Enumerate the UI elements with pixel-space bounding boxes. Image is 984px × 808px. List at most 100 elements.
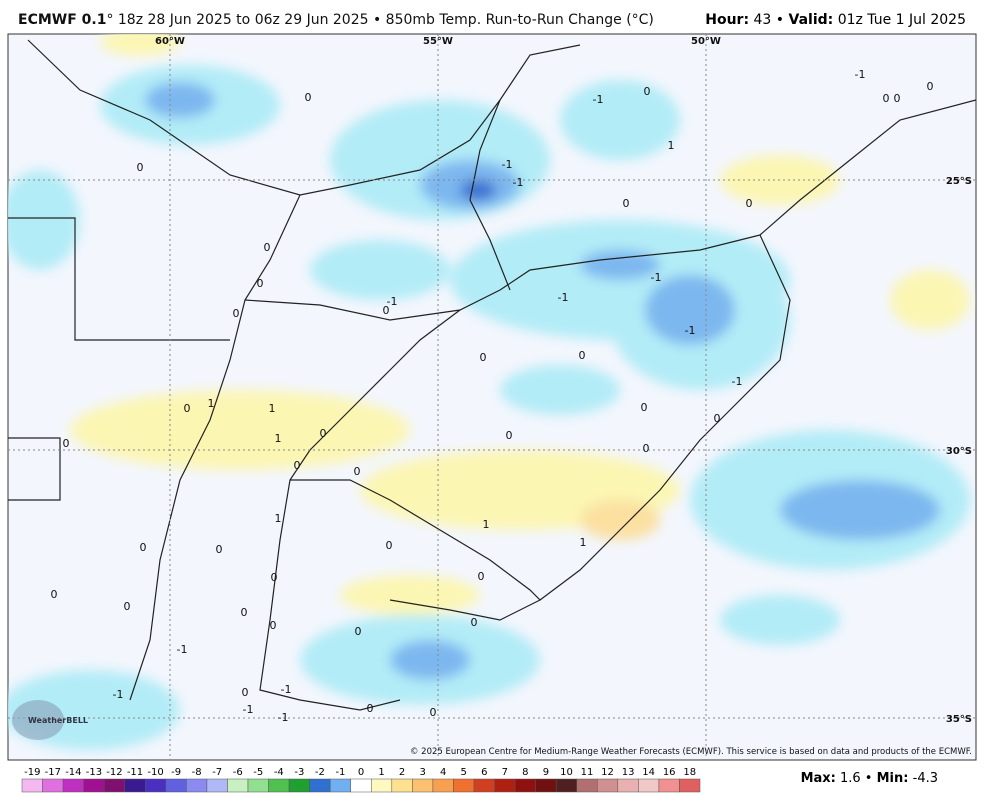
title: ° 18z 28 Jun 2025 to 06z 29 Jun 2025 • 8… <box>106 12 654 28</box>
colorbar-cell <box>21 778 43 793</box>
lat-label: 25°S <box>946 176 972 187</box>
contour-label: 0 <box>506 429 513 442</box>
contour-label: 0 <box>305 91 312 104</box>
contour-label: -1 <box>732 375 743 388</box>
contour-label: 1 <box>668 139 675 152</box>
contour-label: 0 <box>264 241 271 254</box>
contour-label: -1 <box>387 295 398 308</box>
colorbar-cell <box>658 778 680 793</box>
logo: WeatherBELL <box>12 700 88 740</box>
colorbar-cell <box>391 778 413 793</box>
colorbar-cell <box>42 778 64 793</box>
colorbar-label: 11 <box>581 767 594 778</box>
contour-label: 0 <box>927 80 934 93</box>
colorbar-label: 14 <box>642 767 655 778</box>
colorbar-label: -13 <box>86 767 102 778</box>
colorbar-label: 5 <box>461 767 467 778</box>
colorbar-label: -6 <box>233 767 243 778</box>
contour-label: 0 <box>894 92 901 105</box>
header-right: Hour: 43 • Valid: 01z Tue 1 Jul 2025 <box>705 12 966 28</box>
contour-label: 0 <box>355 625 362 638</box>
colorbar-label: 3 <box>419 767 425 778</box>
colorbar-label: -19 <box>24 767 40 778</box>
contour-label: -1 <box>502 158 513 171</box>
contour-label: -1 <box>113 688 124 701</box>
colorbar-cell <box>576 778 598 793</box>
lon-label: 50°W <box>691 36 721 47</box>
colorbar-label: -8 <box>192 767 202 778</box>
valid-label: Valid: <box>788 12 834 28</box>
colorbar-cell <box>206 778 228 793</box>
colorbar-label: -11 <box>127 767 143 778</box>
contour-label: 1 <box>208 397 215 410</box>
contour-label: 0 <box>184 402 191 415</box>
contour-label: 0 <box>63 437 70 450</box>
colorbar-cell <box>453 778 475 793</box>
colorbar-label: 18 <box>683 767 696 778</box>
colorbar-cell <box>371 778 393 793</box>
colorbar-cell <box>555 778 577 793</box>
contour-label: -1 <box>278 711 289 724</box>
colorbar-label: 0 <box>358 767 364 778</box>
contour-label: 0 <box>242 686 249 699</box>
colorbar-cell <box>617 778 639 793</box>
contour-label: 0 <box>320 427 327 440</box>
colorbar-label: 9 <box>543 767 549 778</box>
colorbar-cell <box>62 778 84 793</box>
colorbar-label: -3 <box>294 767 304 778</box>
colorbar-label: 10 <box>560 767 573 778</box>
colorbar-cell <box>597 778 619 793</box>
colorbar-cell <box>165 778 187 793</box>
model: ECMWF 0.1 <box>18 12 107 28</box>
contour-label: -1 <box>281 683 292 696</box>
contour-label: 0 <box>883 92 890 105</box>
contour-label: 0 <box>478 570 485 583</box>
colorbar-label: -17 <box>45 767 61 778</box>
contour-label: 0 <box>386 539 393 552</box>
colorbar-cell <box>124 778 146 793</box>
colorbar-cell <box>186 778 208 793</box>
footer: Max: 1.6 • Min: -4.3 <box>801 771 938 786</box>
logo-text: WeatherBELL <box>28 716 88 725</box>
colorbar: -19 -17 -14 -13 -12 -11 -10 -9 -8 -7 -6 -5 -4 -3 -2 -1 0… <box>21 767 701 793</box>
colorbar-cell <box>638 778 660 793</box>
contour-label: 0 <box>257 277 264 290</box>
contour-label: 0 <box>623 197 630 210</box>
contour-label: 0 <box>579 349 586 362</box>
lat-label: 30°S <box>946 446 972 457</box>
min-label: Min: <box>876 771 909 786</box>
colorbar-label: -7 <box>212 767 222 778</box>
contour-label: 0 <box>430 706 437 719</box>
contour-label: 0 <box>480 351 487 364</box>
colorbar-cell <box>412 778 434 793</box>
colorbar-cell <box>83 778 105 793</box>
colorbar-label: -2 <box>315 767 325 778</box>
copyright: © 2025 European Centre for Medium-Range … <box>410 747 972 757</box>
contour-label: -1 <box>243 703 254 716</box>
colorbar-cell <box>514 778 536 793</box>
colorbar-label: -4 <box>274 767 284 778</box>
colorbar-cell <box>432 778 454 793</box>
colorbar-cell <box>329 778 351 793</box>
contour-label: -1 <box>513 176 524 189</box>
contour-label: -1 <box>651 271 662 284</box>
contour-label: -1 <box>558 291 569 304</box>
colorbar-cell <box>350 778 372 793</box>
colorbar-cell <box>103 778 125 793</box>
contour-label: 0 <box>294 459 301 472</box>
contour-label: 0 <box>354 465 361 478</box>
contour-label: 1 <box>275 432 282 445</box>
colorbar-label: 1 <box>378 767 384 778</box>
contour-label: 0 <box>137 161 144 174</box>
contour-label: 0 <box>216 543 223 556</box>
hour: 43 • <box>753 12 785 28</box>
contour-label: 1 <box>269 402 276 415</box>
contour-label: 0 <box>714 412 721 425</box>
colorbar-label: -9 <box>171 767 181 778</box>
contour-label: 0 <box>270 619 277 632</box>
colorbar-label: 16 <box>663 767 676 778</box>
contour-label: 0 <box>471 616 478 629</box>
colorbar-label: -5 <box>253 767 263 778</box>
colorbar-label: 2 <box>399 767 405 778</box>
